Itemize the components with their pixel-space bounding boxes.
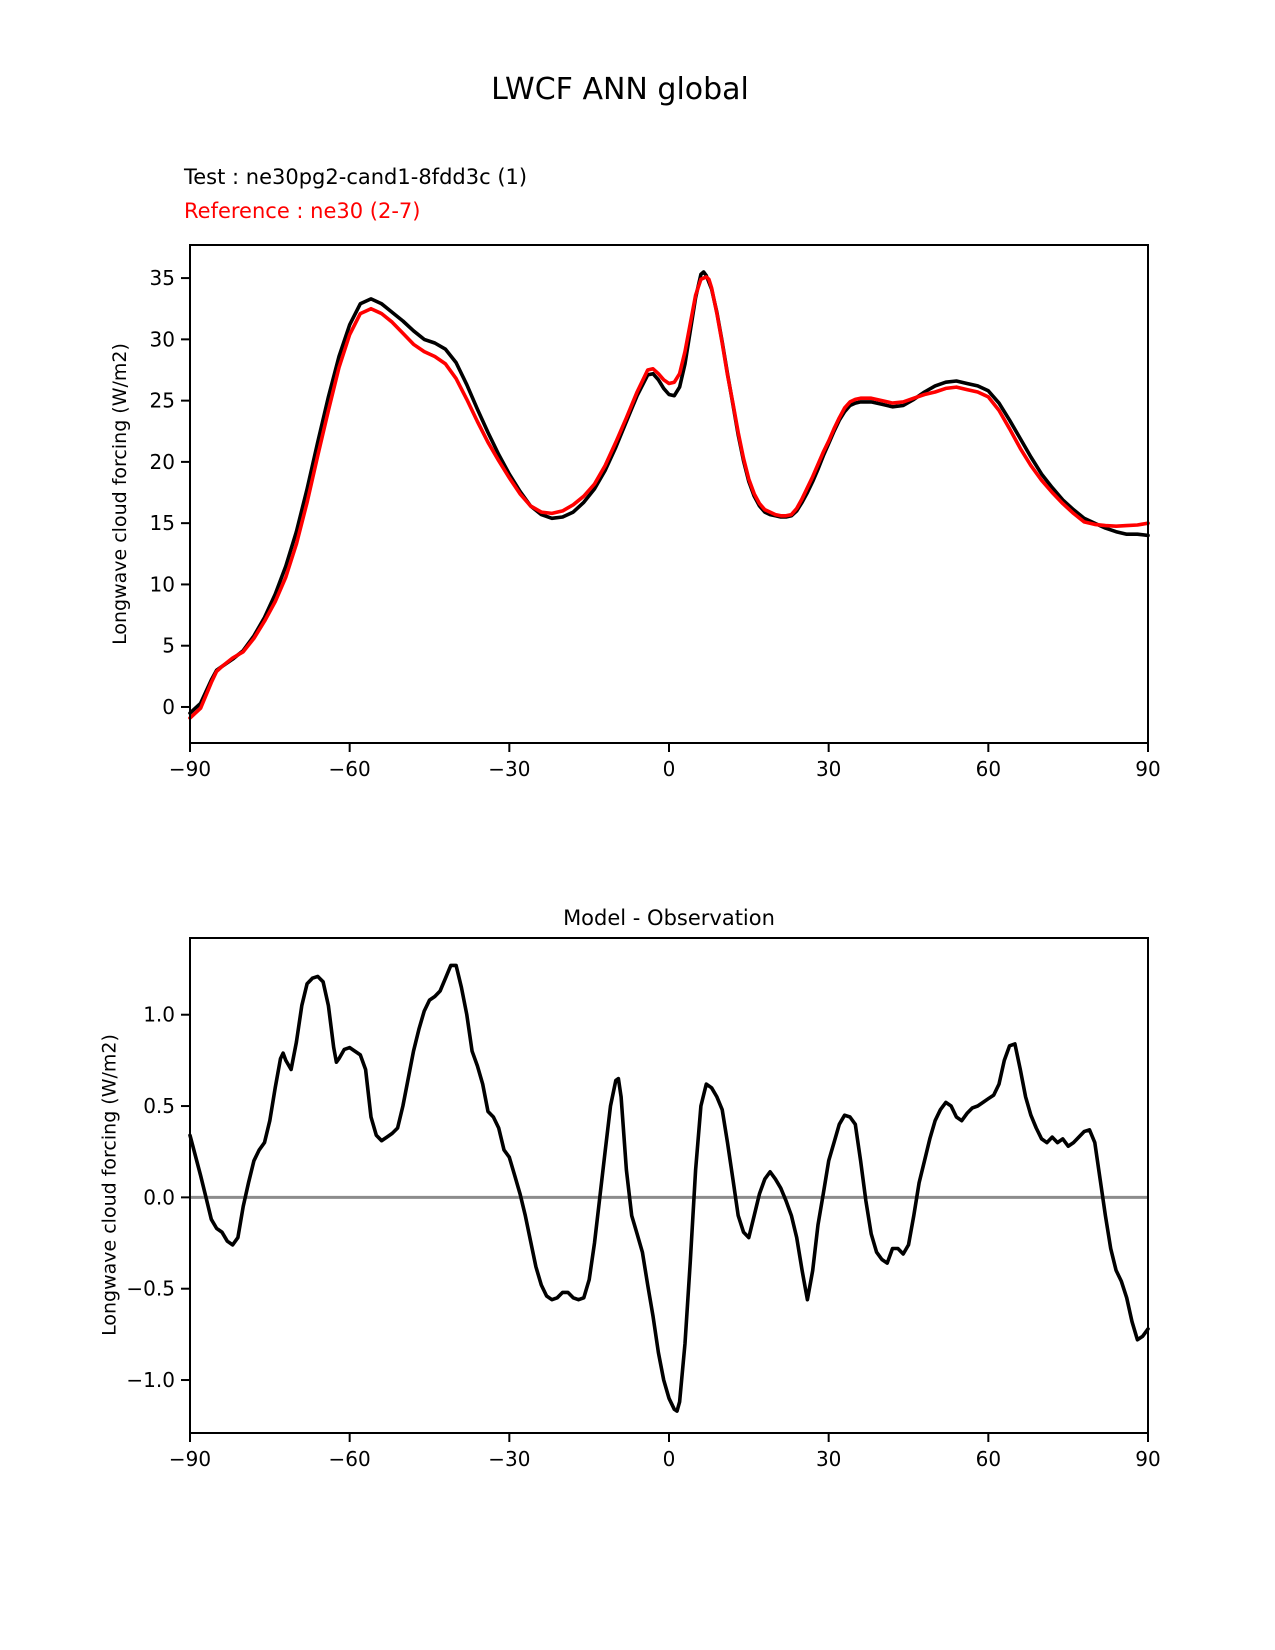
x-tick-label: −90: [169, 757, 211, 781]
x-tick-label: 30: [816, 757, 841, 781]
legend-reference-label: Reference : ne30 (2-7): [184, 199, 421, 223]
x-tick-label: 30: [816, 1447, 841, 1471]
x-tick-label: 0: [663, 757, 676, 781]
x-tick-label: −30: [488, 1447, 530, 1471]
x-tick-label: −30: [488, 757, 530, 781]
axes-frame: [189, 937, 1149, 1434]
y-tick-label: 15: [150, 511, 175, 535]
y-tick-label: 30: [150, 327, 175, 351]
y-tick-label: −0.5: [126, 1277, 175, 1301]
bottom-chart-title: Model - Observation: [563, 906, 775, 930]
x-tick-label: −60: [329, 757, 371, 781]
y-tick-label: 0.5: [143, 1094, 175, 1118]
test-series-line: [188, 270, 1150, 715]
x-tick-label: −90: [169, 1447, 211, 1471]
figure-title: LWCF ANN global: [491, 72, 749, 107]
y-tick-label: −1.0: [126, 1368, 175, 1392]
x-tick-label: 90: [1135, 757, 1160, 781]
y-tick-label: 20: [150, 450, 175, 474]
reference-series-line: [188, 275, 1150, 720]
legend-test-label: Test : ne30pg2-cand1-8fdd3c (1): [184, 165, 528, 189]
y-tick-label: 0: [162, 695, 175, 719]
x-tick-label: 0: [663, 1447, 676, 1471]
y-tick-label: 1.0: [143, 1003, 175, 1027]
y-tick-label: 35: [150, 266, 175, 290]
x-tick-label: 60: [976, 1447, 1001, 1471]
y-tick-label: 25: [150, 389, 175, 413]
difference-series-line: [188, 963, 1150, 1413]
y-tick-label: 10: [150, 572, 175, 596]
axes-frame: [189, 244, 1149, 744]
y-tick-label: 0.0: [143, 1185, 175, 1209]
x-tick-label: 90: [1135, 1447, 1160, 1471]
x-tick-label: 60: [976, 757, 1001, 781]
x-tick-label: −60: [329, 1447, 371, 1471]
y-tick-label: 5: [162, 634, 175, 658]
legend: Test : ne30pg2-cand1-8fdd3c (1) Referenc…: [184, 160, 527, 228]
